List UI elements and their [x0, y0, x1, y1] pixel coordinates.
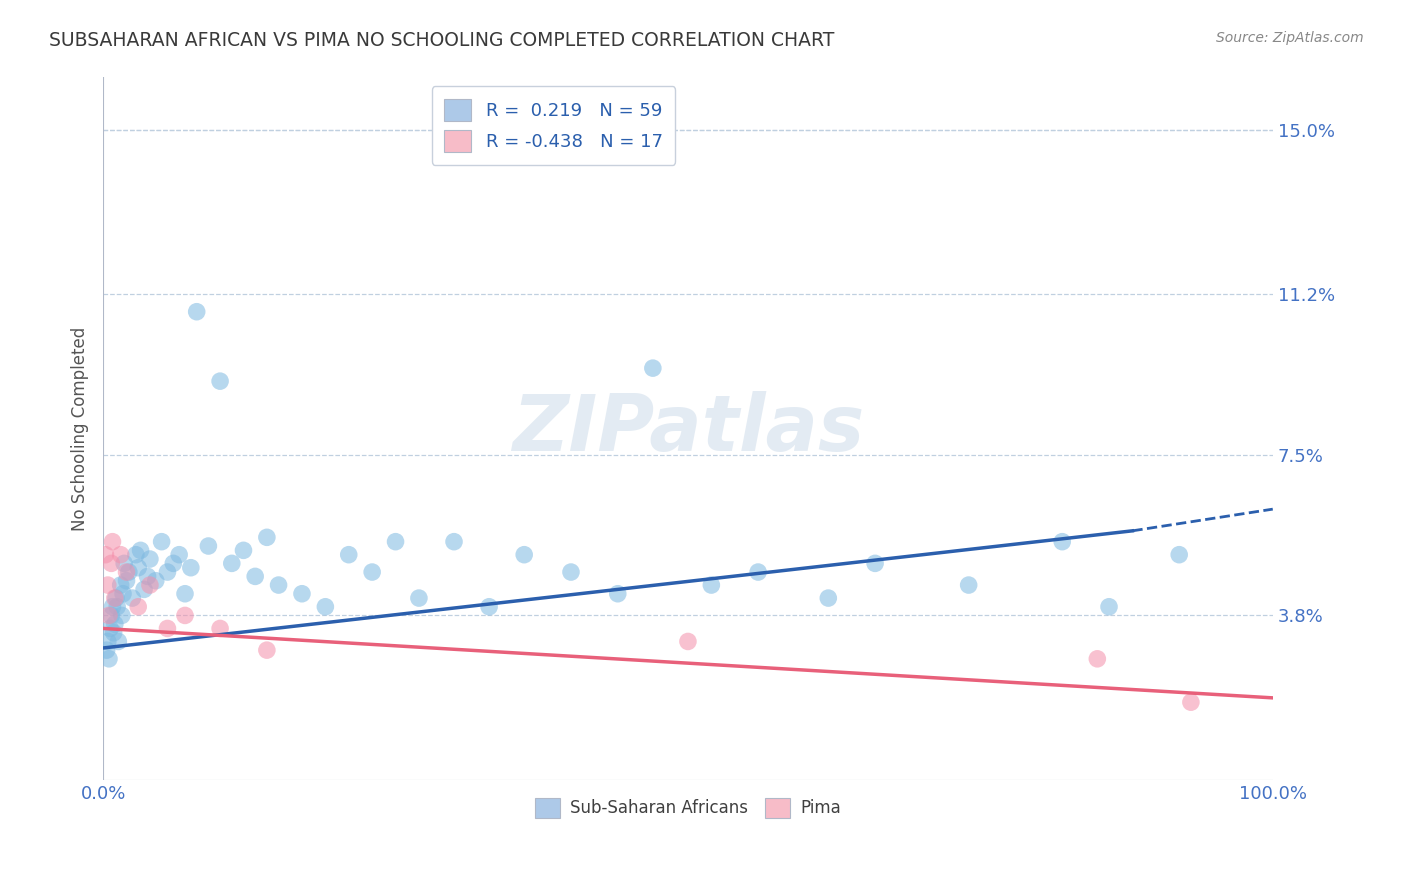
Point	[104, 617, 127, 632]
Point	[104, 591, 127, 605]
Point	[606, 587, 628, 601]
Point	[314, 599, 336, 614]
Text: Source: ZipAtlas.com: Source: ZipAtlas.com	[1216, 31, 1364, 45]
Point	[1085, 652, 1108, 666]
Text: ZIPatlas: ZIPatlas	[512, 391, 865, 467]
Point	[478, 599, 501, 614]
Point	[100, 557, 122, 571]
Point	[127, 560, 149, 574]
Point	[174, 587, 197, 601]
Point	[110, 548, 132, 562]
Point	[139, 552, 162, 566]
Point	[1180, 695, 1202, 709]
Point	[560, 565, 582, 579]
Point	[127, 599, 149, 614]
Point	[256, 643, 278, 657]
Legend: Sub-Saharan Africans, Pima: Sub-Saharan Africans, Pima	[529, 791, 848, 825]
Text: SUBSAHARAN AFRICAN VS PIMA NO SCHOOLING COMPLETED CORRELATION CHART: SUBSAHARAN AFRICAN VS PIMA NO SCHOOLING …	[49, 31, 835, 50]
Point	[150, 534, 173, 549]
Point	[256, 530, 278, 544]
Point	[641, 361, 664, 376]
Point	[1052, 534, 1074, 549]
Y-axis label: No Schooling Completed: No Schooling Completed	[72, 326, 89, 531]
Point	[115, 565, 138, 579]
Point	[186, 304, 208, 318]
Point	[863, 557, 886, 571]
Point	[1168, 548, 1191, 562]
Point	[107, 634, 129, 648]
Point	[384, 534, 406, 549]
Point	[337, 548, 360, 562]
Point	[115, 574, 138, 588]
Point	[197, 539, 219, 553]
Point	[118, 565, 141, 579]
Point	[129, 543, 152, 558]
Point	[232, 543, 254, 558]
Point	[100, 608, 122, 623]
Point	[98, 652, 121, 666]
Point	[1098, 599, 1121, 614]
Point	[110, 578, 132, 592]
Point	[101, 534, 124, 549]
Point	[174, 608, 197, 623]
Point	[817, 591, 839, 605]
Point	[132, 582, 155, 597]
Point	[103, 625, 125, 640]
Point	[139, 578, 162, 592]
Point	[97, 634, 120, 648]
Point	[291, 587, 314, 601]
Point	[408, 591, 430, 605]
Point	[101, 599, 124, 614]
Point	[221, 557, 243, 571]
Point	[94, 548, 117, 562]
Point	[98, 622, 121, 636]
Point	[111, 608, 134, 623]
Point	[145, 574, 167, 588]
Point	[243, 569, 266, 583]
Point	[162, 557, 184, 571]
Point	[513, 548, 536, 562]
Point	[957, 578, 980, 592]
Point	[361, 565, 384, 579]
Point	[267, 578, 290, 592]
Point	[676, 634, 699, 648]
Point	[156, 622, 179, 636]
Point	[180, 560, 202, 574]
Point	[104, 591, 127, 605]
Point	[209, 622, 232, 636]
Point	[105, 599, 128, 614]
Point	[97, 578, 120, 592]
Point	[167, 548, 190, 562]
Point	[98, 608, 121, 623]
Point	[125, 548, 148, 562]
Point	[96, 643, 118, 657]
Point	[121, 591, 143, 605]
Point	[700, 578, 723, 592]
Point	[136, 569, 159, 583]
Point	[111, 587, 134, 601]
Point	[747, 565, 769, 579]
Point	[209, 374, 232, 388]
Point	[112, 557, 135, 571]
Point	[443, 534, 465, 549]
Point	[156, 565, 179, 579]
